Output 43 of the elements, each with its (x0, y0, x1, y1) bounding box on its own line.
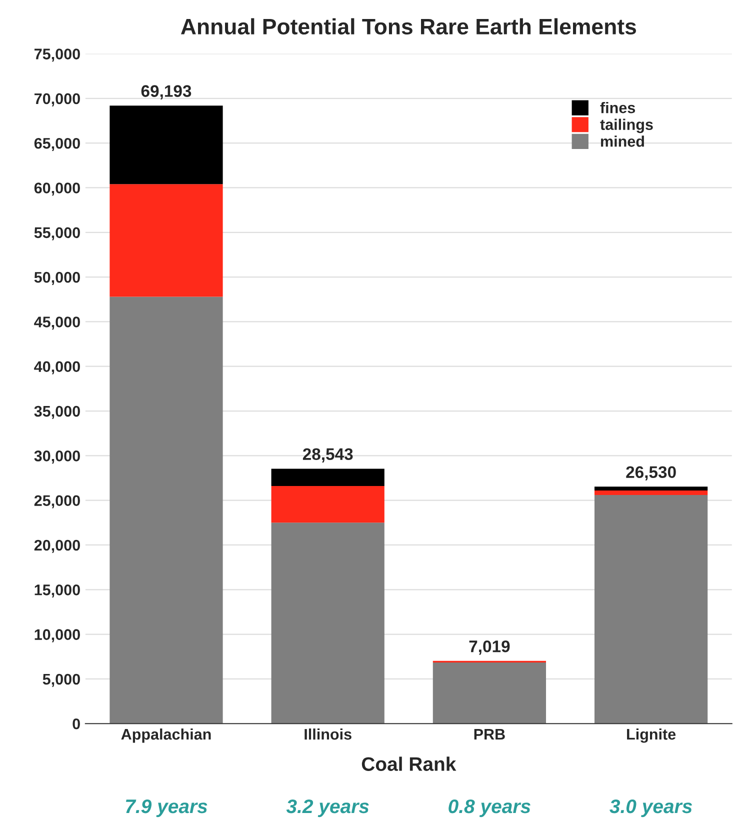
bar (594, 490, 708, 495)
y-tick-label: 55,000 (34, 227, 80, 240)
y-tick-label: 60,000 (34, 182, 80, 196)
x-tick-label: Appalachian (121, 728, 211, 743)
y-tick-label: 35,000 (34, 406, 80, 419)
y-tick-label: 20,000 (34, 540, 80, 553)
total-label: 26,530 (626, 466, 676, 480)
text: 0.8 years (448, 799, 530, 818)
x-tick-label: Illinois (304, 728, 352, 740)
total-label: 28,543 (302, 448, 353, 462)
legend-label: fines (600, 102, 636, 114)
y-tick-label: 0 (72, 718, 80, 730)
bar (110, 296, 223, 724)
bar (110, 184, 223, 297)
bar (110, 106, 223, 184)
text: 3.0 years (610, 799, 692, 818)
y-tick-label: 45,000 (34, 316, 80, 330)
text: 7.9 years (126, 799, 208, 818)
bar (271, 522, 384, 724)
y-tick-label: 70,000 (34, 93, 80, 106)
chart-title: Annual Potential Tons Rare Earth Elements (180, 18, 636, 35)
y-tick-label: 65,000 (34, 138, 80, 151)
total-label: 7,019 (469, 640, 510, 655)
bar (271, 486, 384, 523)
y-tick-label: 30,000 (34, 450, 80, 464)
y-tick-label: 50,000 (34, 272, 80, 285)
y-tick-label: 25,000 (34, 495, 80, 508)
bar (271, 468, 384, 486)
y-tick-label: 10,000 (34, 629, 80, 642)
y-tick-label: 75,000 (34, 48, 80, 62)
bar (432, 662, 546, 724)
y-tick-label: 40,000 (34, 361, 80, 374)
text: 3.2 years (286, 799, 369, 818)
x-axis-title: Coal Rank (362, 756, 456, 771)
bar (594, 494, 708, 724)
x-tick-label: PRB (474, 729, 505, 740)
x-tick-label: Lignite (627, 728, 676, 743)
y-tick-label: 15,000 (34, 584, 80, 598)
legend-label: mined (600, 136, 644, 147)
bar (594, 486, 708, 491)
legend-label: tailings (600, 118, 653, 134)
total-label: 69,193 (141, 85, 192, 100)
y-tick-label: 5,000 (42, 674, 80, 687)
